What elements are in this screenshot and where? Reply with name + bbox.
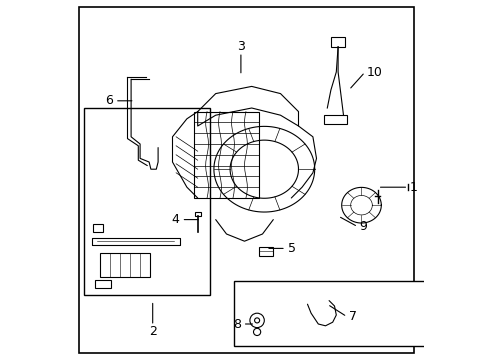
Text: 5: 5 (287, 242, 295, 255)
Bar (84, 108, 210, 295)
Bar (233, 281, 445, 346)
Text: 7: 7 (348, 310, 356, 323)
Text: 4: 4 (171, 213, 179, 226)
Text: 2: 2 (148, 325, 156, 338)
Bar (92, 224, 103, 232)
Bar (194, 212, 200, 216)
Bar (258, 247, 273, 256)
Text: 9: 9 (359, 220, 367, 233)
Bar (95, 280, 111, 288)
Text: 1: 1 (409, 181, 417, 194)
Text: 3: 3 (237, 40, 244, 53)
Text: 8: 8 (232, 318, 241, 330)
Bar (100, 253, 150, 277)
Bar (194, 112, 258, 198)
Text: 10: 10 (366, 66, 382, 78)
Text: 6: 6 (105, 94, 113, 107)
Bar (330, 37, 345, 47)
Bar (323, 115, 346, 124)
